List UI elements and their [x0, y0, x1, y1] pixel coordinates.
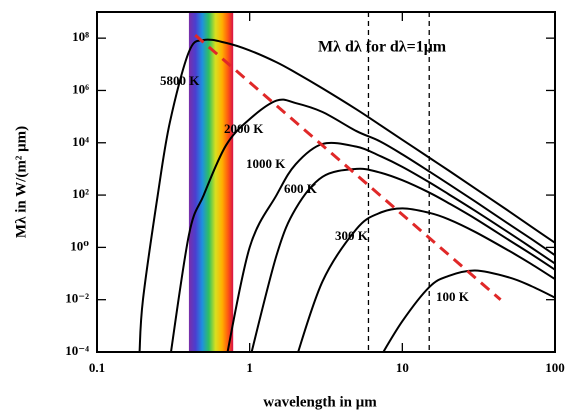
x-axis-title: wavelength in μm	[263, 394, 377, 410]
curve	[169, 98, 555, 352]
y-tick-label: 10⁶	[72, 81, 89, 96]
curve	[250, 167, 555, 352]
y-tick-label: 10⁰	[70, 238, 89, 253]
curve-label: 1000 K	[246, 156, 286, 171]
x-tick-label: 10	[396, 360, 409, 375]
x-tick-label: 100	[545, 360, 565, 375]
x-tick-label: 0.1	[89, 360, 105, 375]
visible-band	[188, 12, 234, 352]
y-tick-label: 10⁴	[72, 134, 89, 149]
y-tick-label: 10⁻⁴	[65, 343, 89, 358]
curve-label: 5800 K	[160, 73, 200, 88]
x-tick-label: 1	[246, 360, 253, 375]
curve-label: 300 K	[335, 228, 369, 243]
plot-frame	[96, 11, 556, 353]
chart-title: Mλ dλ for dλ=1μm	[318, 39, 447, 56]
curve	[226, 141, 555, 352]
y-tick-label: 10⁻²	[65, 291, 89, 306]
plot-area	[138, 12, 555, 352]
curve-label: 100 K	[436, 289, 470, 304]
y-axis-title: Mλ in W/(m² μm)	[13, 126, 29, 238]
curve	[297, 207, 555, 352]
y-tick-label: 10²	[72, 186, 89, 201]
peak-line	[194, 34, 502, 301]
curve-label: 2000 K	[224, 121, 264, 136]
curve-label: 600 K	[284, 181, 318, 196]
curve	[382, 269, 555, 352]
curve	[138, 38, 555, 352]
y-tick-label: 10⁸	[72, 29, 89, 44]
